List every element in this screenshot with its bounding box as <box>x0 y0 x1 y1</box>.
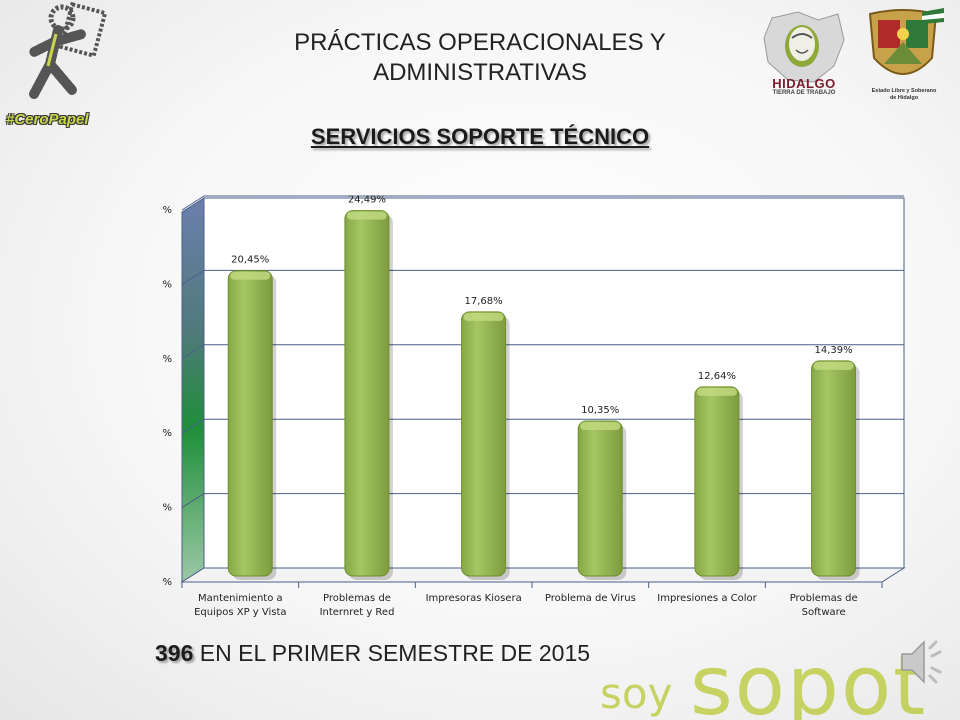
bar: 20,45% <box>227 255 277 580</box>
cero-papel-logo <box>29 2 108 99</box>
chart-frame <box>180 197 906 588</box>
bar-top-highlight <box>230 271 271 280</box>
gridline-side <box>181 418 205 434</box>
hidalgo-name: HIDALGO <box>772 76 836 91</box>
chart-side-wall <box>181 197 205 583</box>
x-category-label: Mantenimiento a Equipos XP y Vista <box>194 593 286 618</box>
chart-x-axis: Mantenimiento a Equipos XP y Vista Problem… <box>194 593 858 618</box>
caption-line-1: Estado Libre y Soberano <box>871 88 937 94</box>
x-category-label-line: Problema de Virus <box>545 593 636 604</box>
footer-summary: 396 EN EL PRIMER SEMESTRE DE 2015 <box>155 640 590 667</box>
bar-body <box>694 386 740 577</box>
bar: 12,64% <box>694 371 743 580</box>
brand-word-1: soy <box>600 669 672 718</box>
page-title: PRÁCTICAS OPERACIONALES Y ADMINISTRATIVA… <box>230 28 730 88</box>
chart-floor <box>180 567 906 583</box>
y-tick-label: 0,00% <box>162 577 172 588</box>
gridline-side <box>181 269 205 285</box>
bar-body <box>577 420 623 577</box>
bar-data-label: 24,49% <box>348 195 386 206</box>
bar-chart: 0,00% 5,00% 10,00% 15,00% 20,00% 25,00% 20,45… <box>162 195 906 618</box>
chart-gridlines <box>181 195 904 509</box>
bar-top-highlight <box>696 387 737 396</box>
brand-word-2: sopot <box>690 640 927 720</box>
bar: 24,49% <box>344 195 393 580</box>
page-subtitle: SERVICIOS SOPORTE TÉCNICO <box>310 124 650 149</box>
x-category-label-line: Internret y Red <box>320 607 395 618</box>
bar-top-highlight <box>580 421 621 430</box>
hidalgo-tagline: TIERRA DE TRABAJO <box>772 90 836 96</box>
bar-data-label: 10,35% <box>581 405 619 416</box>
gridline-side <box>181 493 205 509</box>
x-category-label-line: Mantenimiento a <box>198 593 283 604</box>
bar-body <box>227 270 273 577</box>
gridline-side <box>181 195 205 211</box>
y-tick-label: 20,00% <box>162 279 172 290</box>
bar-top-highlight <box>813 361 854 370</box>
bar-body <box>811 360 857 577</box>
footer-text: EN EL PRIMER SEMESTRE DE 2015 <box>193 640 591 666</box>
chart-back-wall <box>203 197 905 569</box>
bar-body <box>461 311 507 577</box>
coat-of-arms-caption: Estado Libre y Soberano de Hidalgo <box>852 88 956 102</box>
title-line-1: PRÁCTICAS OPERACIONALES Y <box>294 29 666 56</box>
x-category-label: Problema de Virus <box>545 593 636 604</box>
hidalgo-logo <box>763 11 845 83</box>
y-tick-label: 10,00% <box>162 428 172 439</box>
x-category-label-line: Problemas de <box>790 593 858 604</box>
x-category-label-line: Impresoras Kiosera <box>426 593 522 604</box>
x-category-label-line: Impresiones a Color <box>657 593 757 604</box>
x-category-label-line: Equipos XP y Vista <box>194 607 286 618</box>
speaker-icon[interactable] <box>898 634 946 690</box>
title-line-2: ADMINISTRATIVAS <box>373 59 587 86</box>
x-category-label: Impresoras Kiosera <box>426 593 522 604</box>
x-category-label-line: Software <box>802 607 846 618</box>
chart-y-axis: 0,00% 5,00% 10,00% 15,00% 20,00% 25,00% <box>162 205 172 588</box>
bar-top-highlight <box>346 211 387 220</box>
x-category-label: Impresiones a Color <box>657 593 757 604</box>
footer-count: 396 <box>155 640 194 666</box>
y-tick-label: 5,00% <box>162 503 172 514</box>
cero-papel-label: #CeroPapel <box>6 111 89 128</box>
y-tick-label: 25,00% <box>162 205 172 216</box>
caption-line-2: de Hidalgo <box>889 95 919 101</box>
bar-top-highlight <box>463 312 504 321</box>
bar-body <box>344 210 390 577</box>
bar-data-label: 12,64% <box>698 371 736 382</box>
bar-data-label: 20,45% <box>231 255 269 266</box>
bar: 17,68% <box>461 296 510 580</box>
gridline-side <box>181 344 205 360</box>
x-category-label: Problemas de Software <box>790 593 858 618</box>
y-tick-label: 15,00% <box>162 354 172 365</box>
soysopot-brand-logo: soy sopot <box>600 640 927 720</box>
bar: 10,35% <box>577 405 627 580</box>
x-category-label: Problemas de Internret y Red <box>320 593 395 618</box>
bar-data-label: 14,39% <box>814 345 852 356</box>
chart-bars: 20,45% 24,49% 17,68% 10,35% 12,64% 14,39% <box>227 195 860 580</box>
bar-data-label: 17,68% <box>464 296 502 307</box>
x-category-label-line: Problemas de <box>323 593 391 604</box>
bar: 14,39% <box>811 345 860 580</box>
coat-of-arms-logo <box>868 8 944 75</box>
